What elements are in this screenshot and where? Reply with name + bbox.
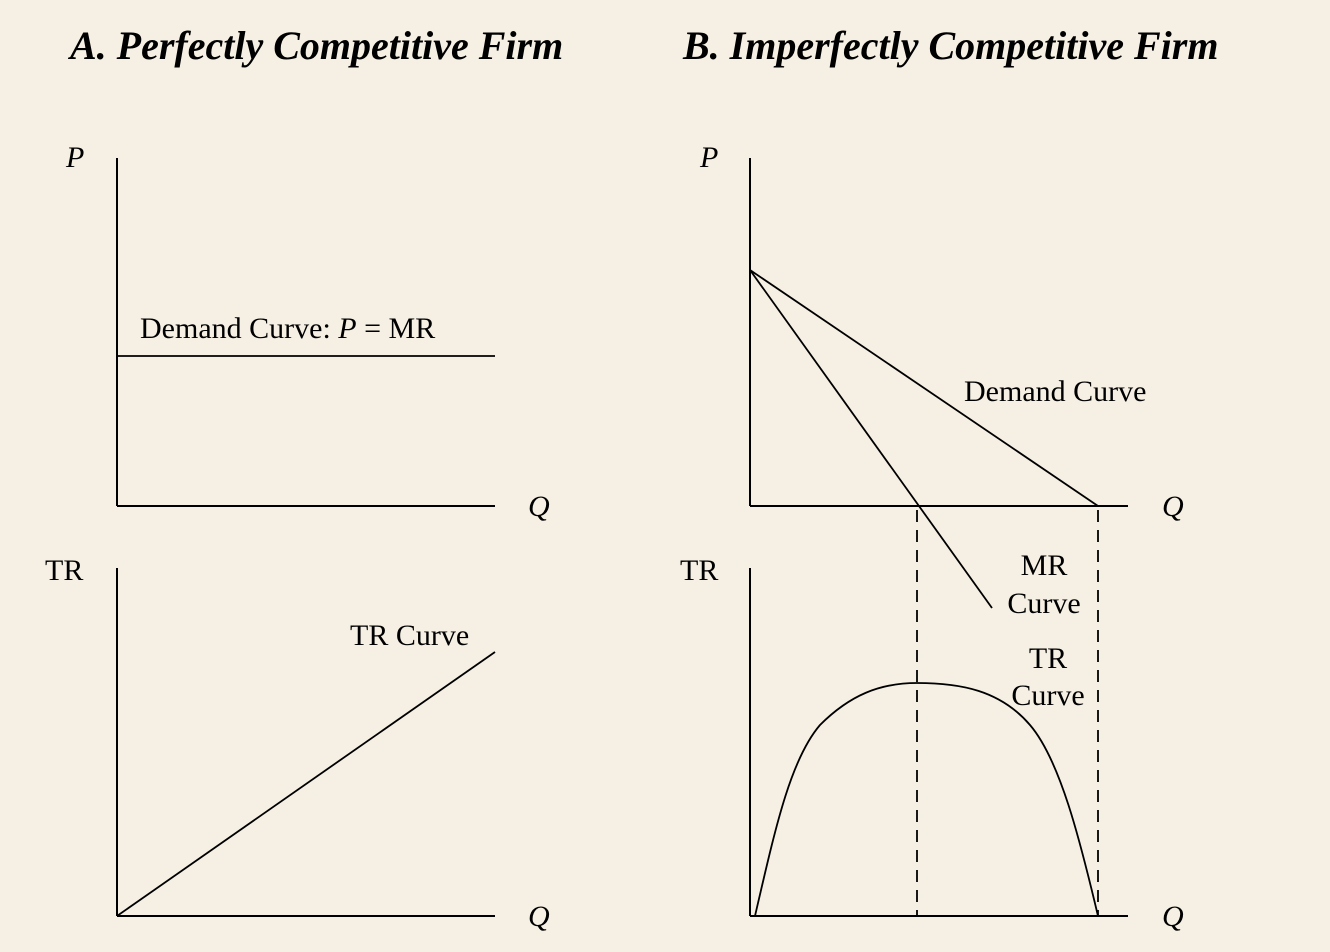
panel-b-tr-graph: TR Q TR Curve <box>680 554 1184 933</box>
panel-a-price-graph: P Q Demand Curve: P = MR <box>65 141 550 523</box>
panel-a-tr-graph: TR Q TR Curve <box>45 554 550 933</box>
panel-b-demand-label: Demand Curve <box>964 375 1146 408</box>
panel-b-mr-curve <box>749 269 993 609</box>
panel-b-title: B. Imperfectly Competitive Firm <box>683 23 1219 68</box>
demand-label-suffix: = MR <box>357 312 436 345</box>
demand-label-prefix: Demand Curve: <box>140 312 338 345</box>
panel-b-price-graph: P Q Demand Curve MR Curve <box>699 141 1184 620</box>
panel-a-tr-quantity-label: Q <box>528 900 550 933</box>
panel-b-tr-curve <box>754 682 1099 917</box>
demand-label-p: P <box>337 312 356 345</box>
panel-a-demand-label: Demand Curve: P = MR <box>140 312 435 345</box>
panel-b-tr-quantity-label: Q <box>1162 900 1184 933</box>
panel-a-price-axis-label: P <box>65 141 84 174</box>
panel-b-mr-label-line2: Curve <box>1007 587 1080 620</box>
panel-a-price-quantity-label: Q <box>528 490 550 523</box>
panel-b-tr-label-line2: Curve <box>1011 679 1084 712</box>
panel-a-title: A. Perfectly Competitive Firm <box>70 23 564 68</box>
panel-b-tr-label-line1: TR <box>1029 642 1067 675</box>
panel-b-demand-curve <box>749 269 1099 507</box>
panel-b-price-quantity-label: Q <box>1162 490 1184 523</box>
panel-b-mr-label-line1: MR <box>1021 549 1068 582</box>
panel-a-tr-curve <box>116 651 496 917</box>
panel-b-tr-axis-label: TR <box>680 554 718 587</box>
panel-a-tr-curve-label: TR Curve <box>350 619 469 652</box>
panel-b-price-axis-label: P <box>699 141 718 174</box>
panel-a-tr-axis-label: TR <box>45 554 83 587</box>
